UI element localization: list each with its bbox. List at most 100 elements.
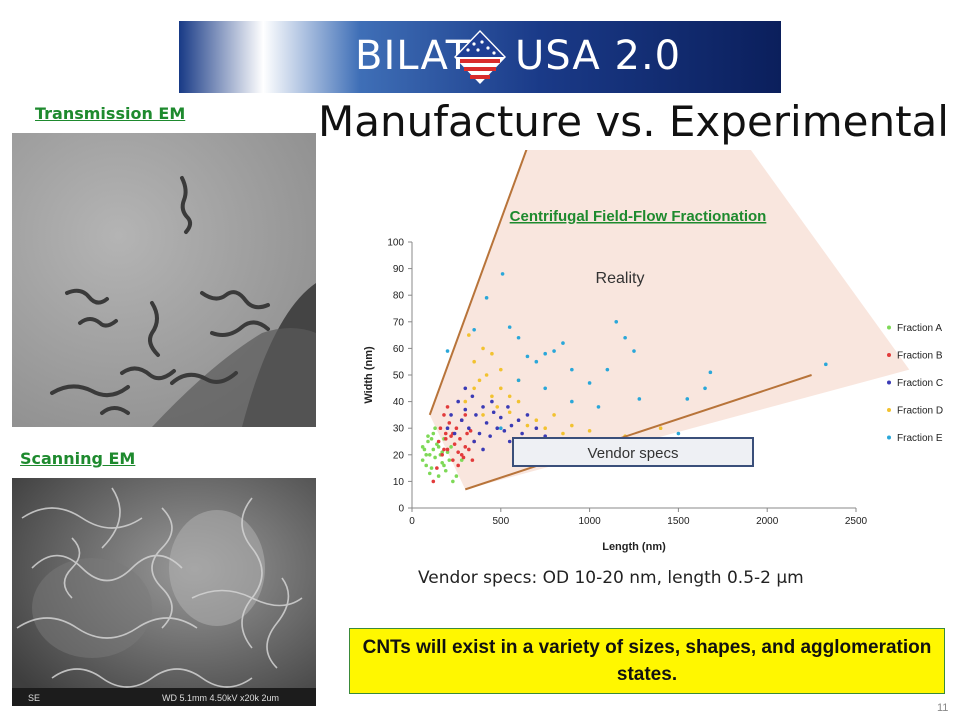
data-point [440, 450, 444, 454]
data-point [459, 458, 464, 462]
data-point [824, 362, 828, 367]
data-point [447, 458, 452, 462]
data-point [463, 407, 468, 412]
data-point [534, 418, 539, 423]
data-point [500, 272, 505, 276]
data-point [484, 296, 489, 300]
data-point [429, 466, 434, 470]
conclusion-box: CNTs will exist in a variety of sizes, s… [349, 628, 945, 694]
data-point [658, 426, 663, 431]
data-point [422, 447, 427, 452]
data-point [438, 426, 443, 431]
data-point [587, 381, 592, 385]
data-point [484, 421, 489, 425]
data-point [520, 431, 524, 436]
conclusion-text: CNTs will exist in a variety of sizes, s… [362, 637, 932, 685]
data-point [449, 445, 453, 449]
x-tick-label: 2000 [756, 516, 779, 527]
data-point [468, 429, 473, 433]
data-point [516, 335, 521, 340]
data-point [424, 463, 429, 468]
data-point [587, 429, 592, 433]
data-point [703, 386, 707, 391]
data-point [472, 359, 476, 364]
data-point [490, 399, 494, 404]
data-point [445, 405, 450, 409]
data-point [445, 450, 450, 454]
data-point [570, 423, 574, 428]
bilat-usa-banner: BILAT USA 2.0 [179, 21, 781, 93]
data-point [467, 447, 471, 452]
tem-micrograph-image [12, 133, 316, 427]
data-point [429, 437, 434, 441]
data-point [570, 367, 574, 372]
data-point [442, 463, 446, 468]
data-point [525, 423, 530, 428]
y-tick-label: 30 [393, 424, 405, 435]
data-point [552, 349, 556, 353]
legend-label: Fraction E [897, 433, 943, 444]
data-point [525, 354, 530, 359]
data-point [470, 394, 475, 399]
vendor-specs-box [512, 437, 754, 467]
data-point [427, 453, 432, 457]
data-point [495, 426, 500, 431]
page-number: 11 [937, 702, 949, 714]
data-point [443, 468, 448, 473]
chart-legend: Fraction A Fraction B Fraction C Fraction D… [887, 323, 943, 444]
x-tick-label: 1000 [578, 516, 601, 527]
chart-title: Centrifugal Field-Flow Fractionation [510, 208, 767, 225]
y-tick-label: 20 [393, 450, 405, 461]
data-point [596, 405, 601, 409]
sem-info-right: WD 5.1mm 4.50kV x20k 2um [162, 693, 279, 703]
data-point [454, 426, 459, 431]
data-point [708, 370, 713, 375]
data-point [447, 421, 452, 425]
data-point [477, 378, 482, 383]
sem-caption: Scanning EM [20, 449, 136, 468]
x-tick-label: 0 [409, 516, 415, 527]
data-point [623, 335, 627, 340]
banner-left-text: BILAT [355, 33, 472, 79]
x-tick-label: 2500 [845, 516, 868, 527]
data-point [509, 423, 514, 428]
data-point [534, 359, 539, 364]
data-point [570, 399, 574, 404]
data-point [499, 386, 503, 391]
data-point [632, 349, 636, 353]
data-point [459, 453, 464, 457]
legend-marker [887, 435, 891, 440]
data-point [474, 413, 478, 417]
data-point [436, 474, 441, 478]
data-point [605, 367, 610, 372]
data-point [534, 426, 539, 431]
x-tick-label: 1500 [667, 516, 690, 527]
y-tick-label: 70 [393, 317, 405, 328]
usa-flag-diamond-icon [454, 30, 506, 84]
x-axis-label: Length (nm) [602, 541, 666, 553]
data-point [445, 426, 450, 431]
reality-region [429, 150, 910, 490]
data-point [449, 413, 453, 417]
y-tick-label: 40 [393, 397, 405, 408]
data-point [445, 349, 450, 353]
data-point [465, 431, 469, 436]
data-point [516, 378, 521, 383]
data-point [451, 479, 455, 484]
y-tick-label: 90 [393, 264, 405, 275]
data-point [614, 320, 619, 324]
y-tick-label: 0 [398, 504, 404, 515]
y-tick-label: 100 [387, 238, 404, 249]
data-point [452, 431, 457, 436]
data-point [440, 453, 444, 457]
data-point [481, 447, 485, 452]
data-point [507, 439, 512, 444]
data-point [452, 442, 457, 446]
vendor-specs-box-label: Vendor specs [588, 445, 679, 462]
vendor-bound-line [428, 150, 528, 416]
data-point [463, 445, 468, 449]
data-point [456, 399, 460, 404]
sem-info-left: SE [28, 693, 40, 703]
reality-label: Reality [596, 270, 645, 287]
data-point [463, 399, 468, 404]
